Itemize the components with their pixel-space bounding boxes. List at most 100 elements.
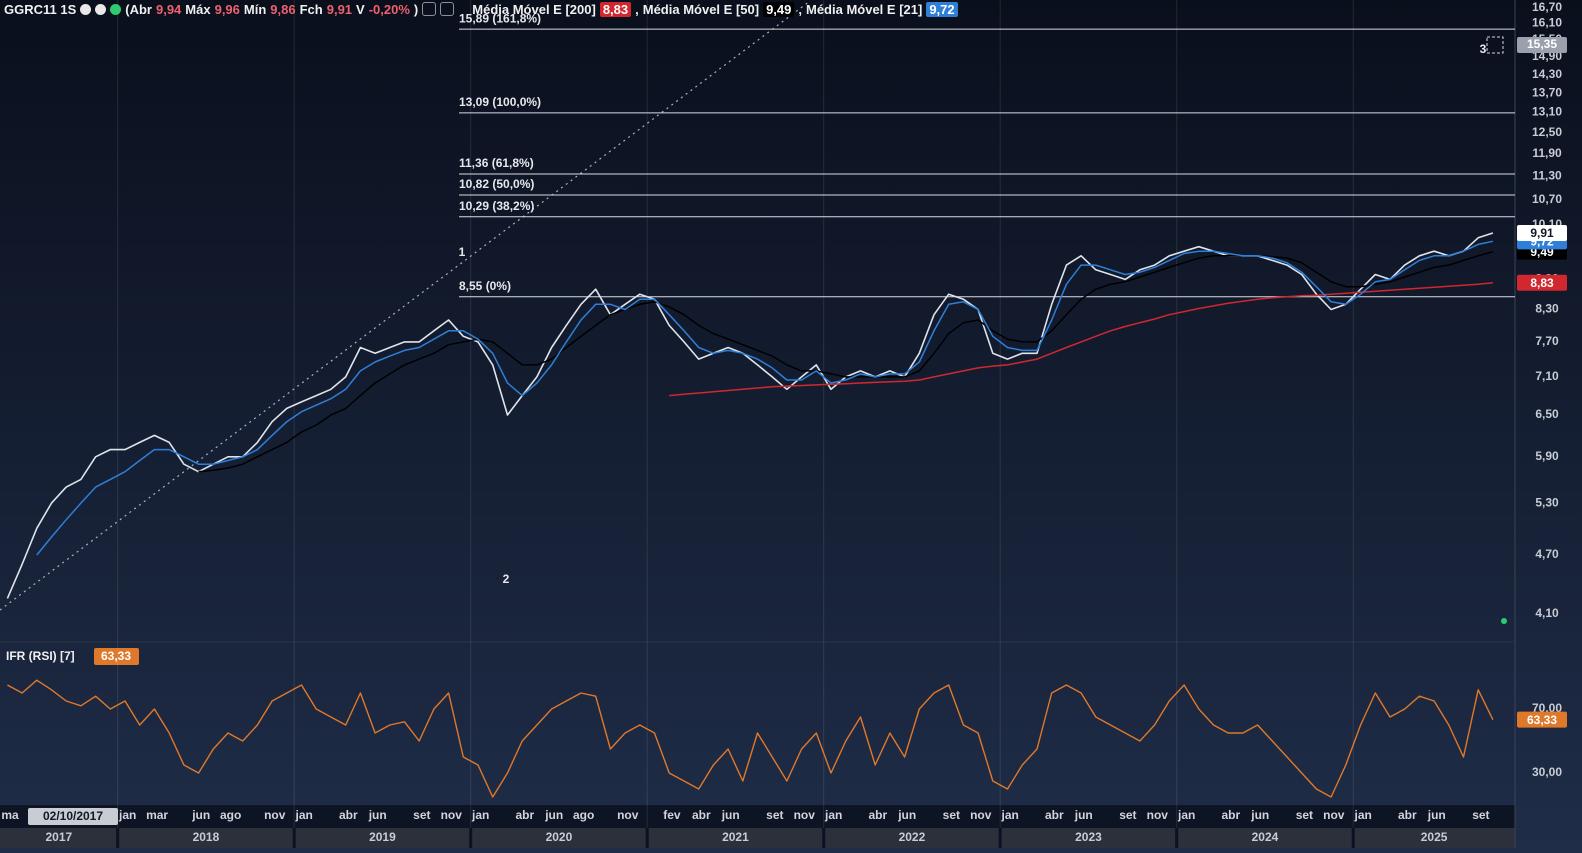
button[interactable] bbox=[422, 2, 437, 16]
year-label: 2020 bbox=[546, 830, 573, 844]
header: GGRC11 1S (Abr 9,94 Máx 9,96 Mín 9,86 Fch 9,… bbox=[4, 0, 958, 18]
x-tick-label: jun bbox=[1074, 808, 1093, 822]
y-tick-label: 7,70 bbox=[1535, 334, 1559, 348]
y-tick-label: 5,90 bbox=[1535, 449, 1559, 463]
quote-label: Máx bbox=[185, 1, 211, 17]
x-tick-label: nov bbox=[1323, 808, 1345, 822]
quote-value: 9,96 bbox=[214, 1, 240, 17]
line-series bbox=[7, 679, 1494, 798]
y-tick-label: 6,50 bbox=[1535, 407, 1559, 421]
year-label: 2022 bbox=[899, 830, 926, 844]
quote-label: (Abr bbox=[125, 1, 152, 17]
rsi-tick-label: 30,00 bbox=[1532, 765, 1562, 779]
x-tick-label: jun bbox=[544, 808, 563, 822]
x-tick-label: set bbox=[1119, 808, 1136, 822]
quote-label: V bbox=[356, 1, 365, 17]
year-label: 2024 bbox=[1252, 830, 1279, 844]
y-tick-label: 11,90 bbox=[1532, 146, 1562, 160]
y-tick-label: 13,10 bbox=[1532, 105, 1562, 119]
quote-label: Mín bbox=[243, 1, 267, 17]
icon[interactable] bbox=[110, 3, 122, 15]
rsi-tick-label: 70,00 bbox=[1532, 701, 1562, 715]
x-tick-label: jan bbox=[824, 808, 842, 822]
wave-label: 3 bbox=[1480, 42, 1487, 56]
x-tick-label: ago bbox=[220, 808, 241, 822]
rsi-badge-value: 63,33 bbox=[101, 649, 131, 663]
x-tick-label: abr bbox=[1045, 808, 1064, 822]
year-label: 2017 bbox=[45, 830, 72, 844]
rsi-title: IFR (RSI) [7] bbox=[6, 649, 75, 663]
quote-label: Fch bbox=[299, 1, 323, 17]
x-tick-label: abr bbox=[339, 808, 358, 822]
fib-label: 8,55 (0%) bbox=[459, 279, 511, 293]
x-tick-label: abr bbox=[1221, 808, 1240, 822]
icon[interactable] bbox=[95, 3, 107, 15]
y-tick-label: 11,30 bbox=[1532, 168, 1562, 182]
x-tick-label: nov bbox=[794, 808, 816, 822]
month-row bbox=[0, 805, 1515, 828]
fib-label: 13,09 (100,0%) bbox=[459, 95, 541, 109]
x-tick-label: jun bbox=[721, 808, 740, 822]
price-tag-bg bbox=[1517, 274, 1567, 291]
quote-value: 9,94 bbox=[155, 1, 182, 17]
x-tick-label: nov bbox=[617, 808, 639, 822]
y-tick-label: 4,10 bbox=[1535, 606, 1559, 620]
x-tick-label: fev bbox=[663, 808, 681, 822]
line-series bbox=[198, 250, 1494, 473]
x-tick-label: jan bbox=[295, 808, 313, 822]
x-tick-label: abr bbox=[692, 808, 711, 822]
button[interactable] bbox=[440, 2, 455, 16]
year-label: 2021 bbox=[722, 830, 749, 844]
icon[interactable] bbox=[80, 3, 92, 15]
year-label: 2019 bbox=[369, 830, 396, 844]
x-tick-label: nov bbox=[970, 808, 992, 822]
x-tick-label: set bbox=[413, 808, 430, 822]
wave-label: 1 bbox=[459, 245, 466, 259]
price-tag: 8,83 bbox=[1530, 276, 1554, 290]
separator: , bbox=[635, 1, 639, 17]
fib-label: 15,89 (161,8%) bbox=[459, 11, 541, 25]
x-tick-label: jun bbox=[191, 808, 210, 822]
y-tick-label: 4,70 bbox=[1535, 547, 1559, 561]
rsi-tag: 63,33 bbox=[1527, 713, 1557, 727]
y-tick-label: 7,10 bbox=[1535, 369, 1559, 383]
indicator-value: 9,49 bbox=[763, 1, 795, 17]
year-label: 2023 bbox=[1075, 830, 1102, 844]
x-tick-label: nov bbox=[1147, 808, 1169, 822]
line-series bbox=[669, 282, 1493, 397]
year-label: 2025 bbox=[1421, 830, 1448, 844]
cursor-price: 15,35 bbox=[1527, 37, 1557, 51]
line-series bbox=[36, 240, 1494, 556]
x-tick-label: jan bbox=[471, 808, 489, 822]
x-tick-label: abr bbox=[1398, 808, 1417, 822]
close-tag: 9,91 bbox=[1530, 226, 1554, 240]
cursor-date-bg bbox=[28, 808, 118, 825]
close-tag-bg bbox=[1517, 224, 1567, 241]
cursor-icon[interactable] bbox=[1486, 36, 1504, 54]
x-tick-label: nov bbox=[264, 808, 286, 822]
trend-line bbox=[0, 0, 811, 611]
cursor-date: 02/10/2017 bbox=[43, 809, 103, 823]
indicator-name: Média Móvel E [200] bbox=[472, 1, 596, 17]
indicator-value: 8,83 bbox=[599, 1, 632, 17]
cursor-price-bg bbox=[1517, 37, 1567, 53]
wave-label: 2 bbox=[503, 572, 510, 586]
indicator-value: 9,72 bbox=[926, 1, 958, 17]
x-tick-label: set bbox=[766, 808, 783, 822]
indicator-name: Média Móvel E [50] bbox=[642, 1, 760, 17]
quote-value: 9,86 bbox=[270, 1, 296, 17]
status-dot bbox=[1501, 618, 1507, 624]
x-tick-label: ago bbox=[573, 808, 594, 822]
rsi-badge bbox=[94, 648, 139, 665]
y-tick-label: 12,50 bbox=[1532, 125, 1562, 139]
symbol: GGRC11 1S bbox=[4, 1, 77, 17]
fib-label: 10,29 (38,2%) bbox=[459, 199, 534, 213]
y-tick-label: 14,30 bbox=[1532, 67, 1562, 81]
y-tick-label: 16,10 bbox=[1532, 16, 1562, 30]
paren: ) bbox=[413, 1, 419, 17]
rsi-tag-bg bbox=[1517, 711, 1567, 728]
y-tick-label: 10,70 bbox=[1532, 192, 1562, 206]
